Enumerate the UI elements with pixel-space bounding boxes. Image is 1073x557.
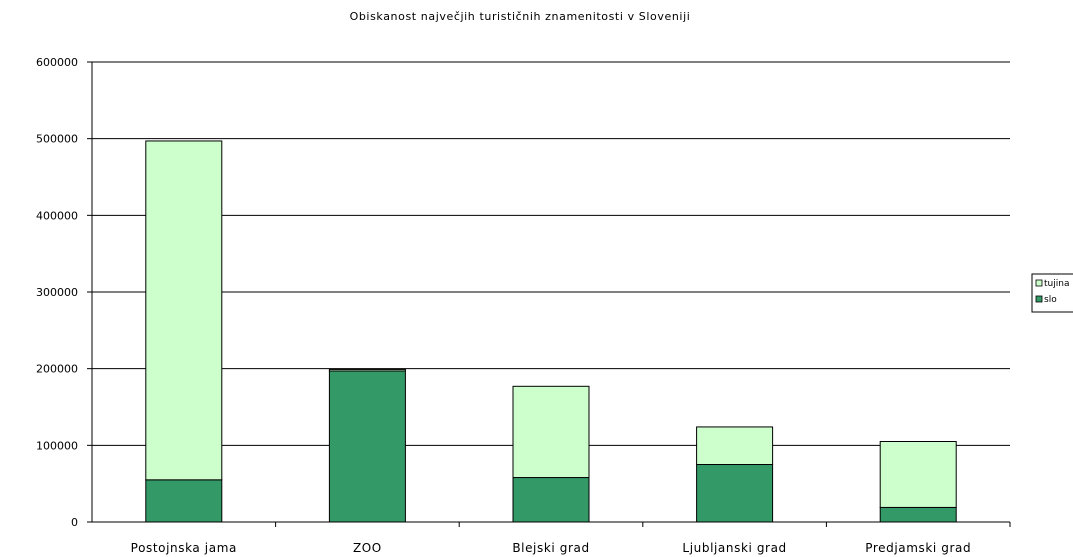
x-category-label: Postojnska jama [131,541,237,555]
gridlines [92,61,1010,446]
bars [145,140,957,523]
x-category-label: ZOO [353,541,382,555]
y-tick-label: 300000 [36,286,78,299]
bar-tujina [879,441,957,508]
y-tick-labels: 0 100000 200000 300000 400000 500000 600000 [36,56,78,529]
axes [87,61,1011,527]
chart-title: Obiskanost največjih turističnih znameni… [350,10,691,23]
bar-tujina [145,140,223,481]
bar-slo [696,464,774,523]
legend-swatch-tujina [1035,279,1043,287]
bar-tujina [512,385,590,479]
bar-slo [879,506,957,523]
bar-tujina [696,426,774,465]
bar-slo [328,370,406,523]
y-tick-label: 200000 [36,363,78,376]
x-category-label: Ljubljanski grad [682,541,786,555]
y-tick-label: 0 [71,516,78,529]
legend-label-tujina: tujina [1044,279,1069,289]
bar-slo [145,479,223,523]
x-category-labels: Postojnska jama ZOO Blejski grad Ljubljansk… [131,541,971,555]
y-tick-label: 500000 [36,133,78,146]
legend-swatch-slo [1035,295,1043,303]
bar-tujina [328,368,406,372]
legend: tujina slo [1031,273,1073,313]
x-category-label: Blejski grad [512,541,589,555]
y-tick-label: 100000 [36,439,78,452]
legend-label-slo: slo [1044,295,1057,305]
bar-slo [512,477,590,523]
y-tick-label: 600000 [36,56,78,69]
y-tick-label: 400000 [36,209,78,222]
x-category-label: Predjamski grad [865,541,971,555]
